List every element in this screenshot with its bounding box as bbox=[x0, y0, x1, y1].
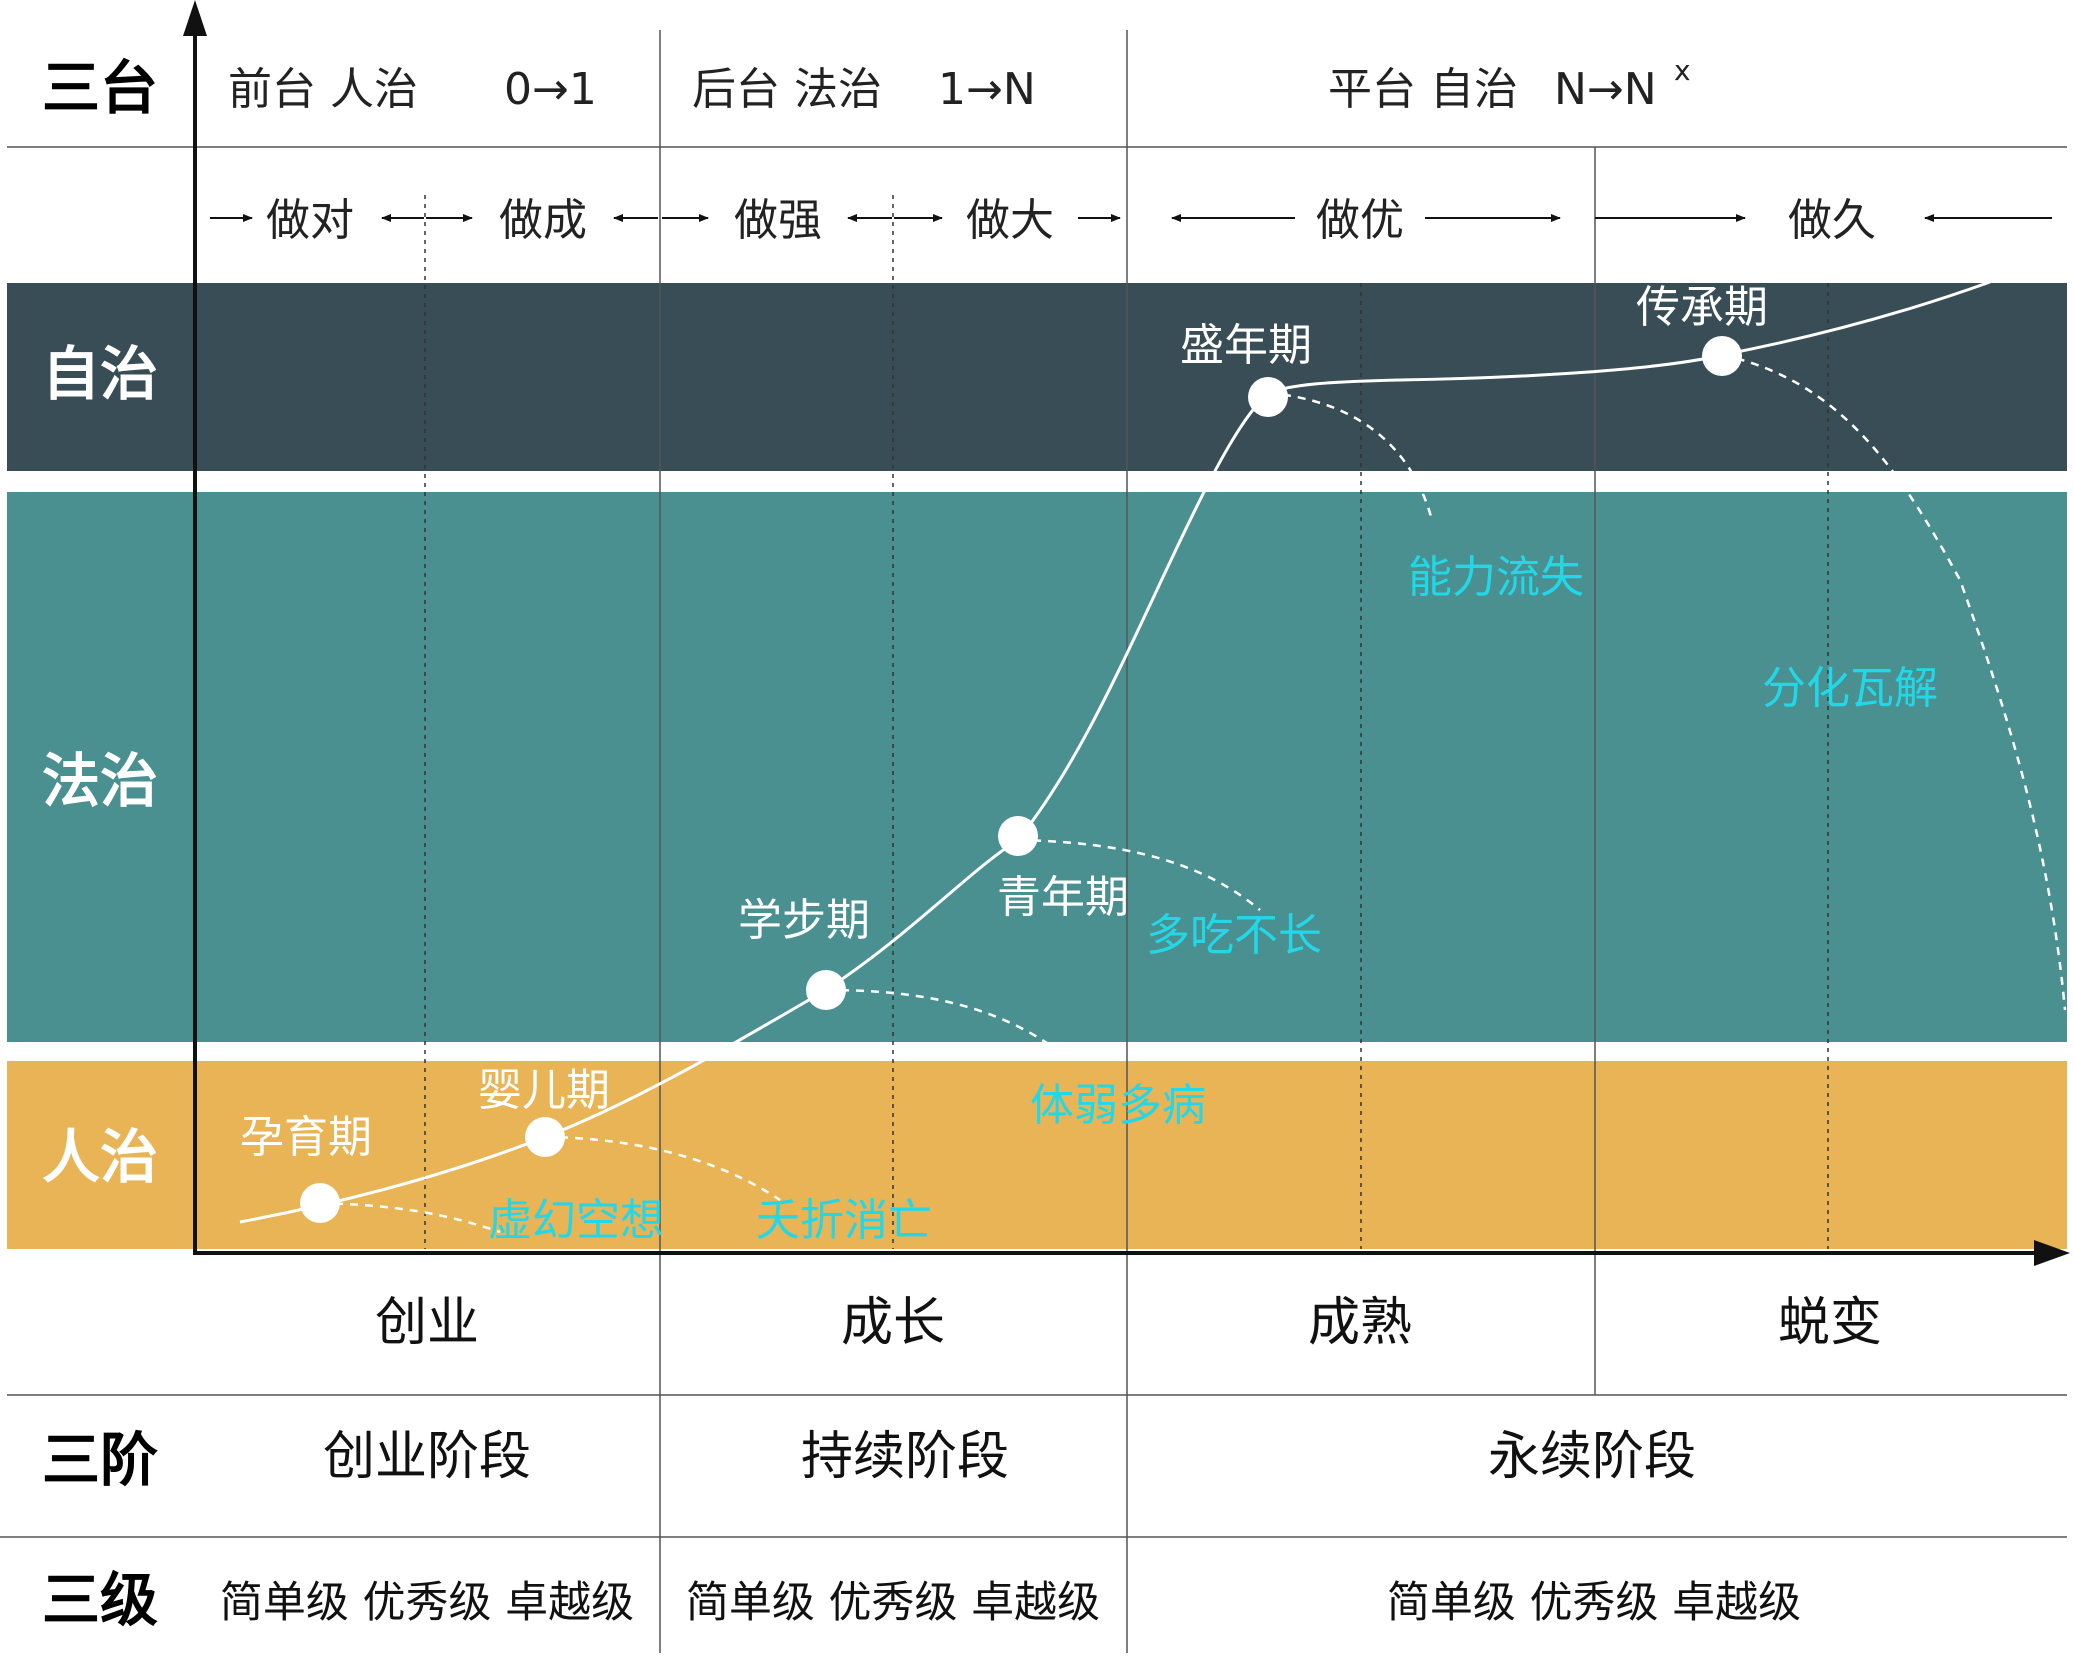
risk-label: 多吃不长 bbox=[1146, 910, 1322, 961]
platform-ratio: 1→N bbox=[938, 64, 1036, 115]
band-law bbox=[7, 492, 2067, 1042]
band-label-autonomy: 自治 bbox=[42, 340, 158, 408]
risk-label: 夭折消亡 bbox=[756, 1195, 932, 1246]
lifecycle-node bbox=[1248, 377, 1288, 417]
node-label: 盛年期 bbox=[1180, 320, 1312, 371]
phase-label: 永续阶段 bbox=[1488, 1427, 1696, 1487]
phase-label: 创业阶段 bbox=[323, 1427, 531, 1487]
risk-label: 虚幻空想 bbox=[488, 1195, 664, 1246]
step-label: 做强 bbox=[734, 195, 822, 246]
step-label: 做大 bbox=[966, 195, 1054, 246]
platform-name: 后台 法治 bbox=[692, 64, 882, 115]
platform-name: 前台 人治 bbox=[228, 64, 418, 115]
risk-label: 体弱多病 bbox=[1030, 1080, 1206, 1131]
stage-label: 创业 bbox=[375, 1293, 479, 1353]
stage-label: 成熟 bbox=[1308, 1293, 1412, 1353]
band-autonomy bbox=[7, 283, 2067, 471]
band-people bbox=[7, 1061, 2067, 1249]
row-label-platform: 三台 bbox=[42, 54, 158, 122]
stage-label: 成长 bbox=[841, 1293, 945, 1353]
step-label: 做对 bbox=[266, 195, 354, 246]
risk-label: 分化瓦解 bbox=[1762, 663, 1938, 714]
phase-label: 持续阶段 bbox=[801, 1427, 1009, 1487]
level-label: 简单级 优秀级 卓越级 bbox=[686, 1578, 1100, 1628]
stage-label: 蜕变 bbox=[1778, 1293, 1882, 1353]
step-label: 做成 bbox=[499, 195, 587, 246]
platform-ratio: N→N bbox=[1554, 64, 1657, 115]
platform-ratio-superscript: x bbox=[1674, 54, 1691, 87]
level-label: 简单级 优秀级 卓越级 bbox=[1387, 1578, 1801, 1628]
lifecycle-node bbox=[806, 970, 846, 1010]
risk-branches bbox=[319, 353, 2067, 1234]
lifecycle-node bbox=[998, 816, 1038, 856]
node-label: 青年期 bbox=[997, 872, 1129, 923]
node-label: 学步期 bbox=[738, 895, 870, 946]
band-label-people: 人治 bbox=[42, 1123, 158, 1191]
level-label: 简单级 优秀级 卓越级 bbox=[220, 1578, 634, 1628]
platform-ratio: 0→1 bbox=[504, 64, 597, 115]
step-label: 做优 bbox=[1316, 195, 1404, 246]
risk-label: 能力流失 bbox=[1408, 552, 1584, 603]
platform-name: 平台 自治 bbox=[1328, 64, 1518, 115]
node-label: 传承期 bbox=[1636, 282, 1768, 333]
y-axis-arrowhead bbox=[183, 0, 207, 36]
lifecycle-node bbox=[300, 1183, 340, 1223]
lifecycle-curve bbox=[239, 280, 1991, 1224]
step-label: 做久 bbox=[1788, 195, 1876, 246]
x-axis-arrowhead bbox=[2034, 1240, 2070, 1266]
lifecycle-node bbox=[525, 1117, 565, 1157]
lifecycle-node bbox=[1702, 336, 1742, 376]
node-label: 婴儿期 bbox=[478, 1065, 610, 1116]
row-label-phase: 三阶 bbox=[42, 1426, 158, 1494]
row-label-level: 三级 bbox=[42, 1566, 158, 1634]
band-label-law: 法治 bbox=[42, 747, 158, 815]
node-label: 孕育期 bbox=[240, 1112, 372, 1163]
